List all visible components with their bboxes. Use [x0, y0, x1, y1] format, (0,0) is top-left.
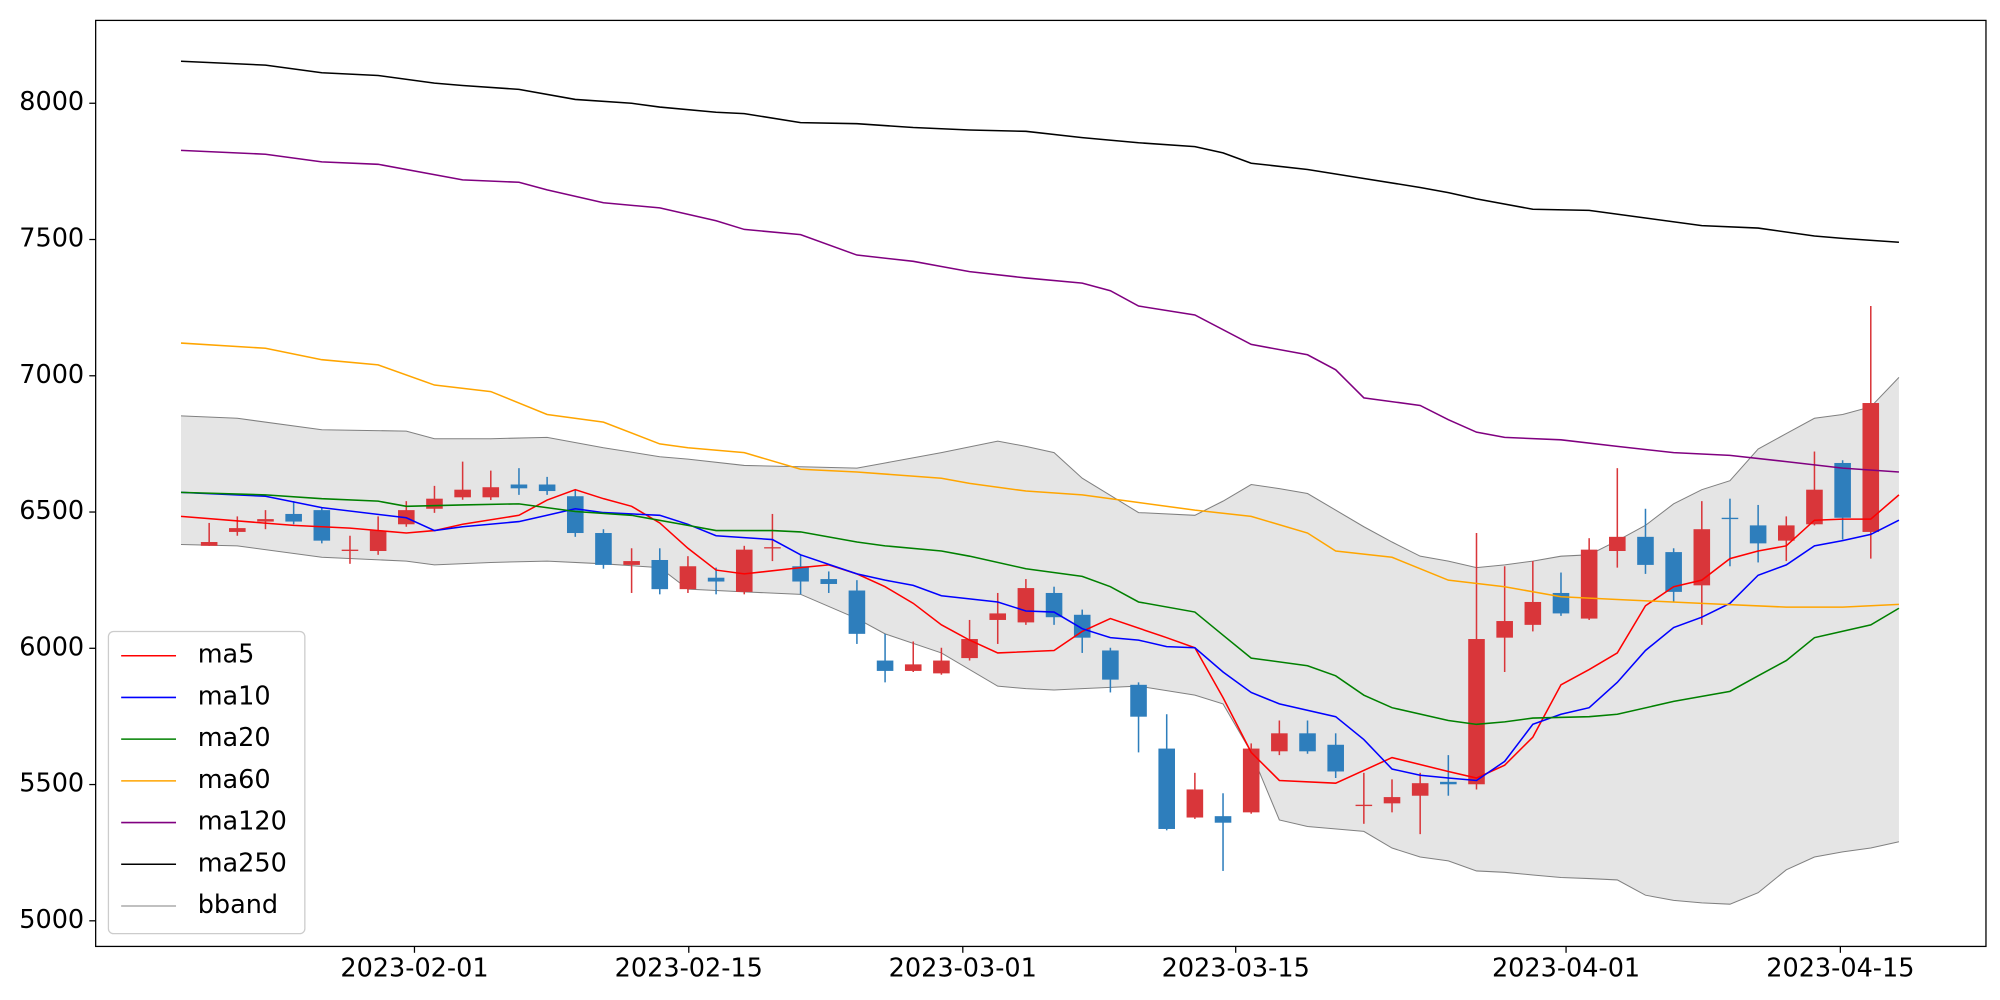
candle-body: [1806, 489, 1823, 525]
x-tick-label: 2023-04-15: [1766, 953, 1914, 983]
candle-body: [1186, 789, 1204, 818]
x-tick-label: 2023-03-01: [889, 953, 1037, 983]
candle-body: [285, 513, 302, 522]
candle-body: [369, 530, 387, 552]
candle-body: [904, 664, 922, 671]
y-tick-label: 7500: [19, 224, 84, 254]
ma-line: [180, 491, 1900, 726]
band-upper: [180, 377, 1900, 569]
candle-body: [1411, 783, 1429, 796]
candle-body: [764, 547, 781, 549]
candle-body: [1609, 536, 1626, 552]
candle-body: [1440, 781, 1457, 785]
candle-body: [735, 549, 753, 592]
candle-body: [1862, 403, 1880, 532]
legend-label: ma250: [198, 848, 287, 878]
candle-body: [820, 579, 838, 584]
candle-body: [1130, 684, 1147, 717]
candle-body: [1524, 601, 1542, 625]
legend-label: bband: [198, 890, 278, 920]
candle-body: [1749, 525, 1767, 544]
y-tick-label: 6500: [19, 496, 84, 526]
candle-body: [961, 639, 978, 659]
candle-body: [1693, 529, 1711, 586]
candle-body: [1637, 536, 1654, 565]
candle-body: [510, 484, 528, 489]
candle-body: [595, 533, 612, 565]
candle-body: [933, 660, 950, 674]
x-tick-label: 2023-03-15: [1162, 953, 1310, 983]
candle-body: [1073, 614, 1091, 638]
candle-body: [876, 660, 894, 671]
candle-body: [1383, 797, 1401, 804]
candle-body: [1045, 592, 1063, 618]
legend-label: ma20: [198, 723, 271, 753]
candle-body: [200, 542, 218, 546]
candle-body: [566, 496, 584, 534]
candle-body: [1271, 733, 1288, 752]
candle-body: [707, 577, 725, 582]
candle-body: [426, 498, 443, 509]
y-tick-label: 8000: [19, 87, 84, 117]
candle-body: [313, 510, 331, 541]
candle-body: [229, 528, 246, 532]
legend-label: ma5: [198, 640, 255, 670]
candle-body: [1468, 639, 1485, 785]
y-tick-label: 5000: [19, 905, 84, 935]
x-tick-label: 2023-02-01: [340, 953, 488, 983]
candle-body: [1158, 748, 1175, 829]
candle-body: [1242, 748, 1260, 813]
candle-body: [1214, 816, 1232, 823]
candle-body: [1355, 804, 1373, 807]
candle-body: [989, 613, 1007, 620]
x-tick-label: 2023-02-15: [615, 953, 763, 983]
candle-body: [341, 549, 359, 552]
ma-line: [180, 491, 1900, 782]
candle-body: [1665, 552, 1682, 592]
candle-body: [1721, 517, 1739, 520]
candle-body: [679, 566, 697, 590]
y-tick-label: 6000: [19, 632, 84, 662]
candle-body: [1327, 744, 1344, 772]
candle-body: [482, 487, 500, 498]
legend-box: [107, 630, 306, 935]
ma-line: [180, 488, 1900, 784]
candle-body: [651, 559, 669, 590]
y-tick-label: 7000: [19, 360, 84, 390]
y-tick-label: 5500: [19, 769, 84, 799]
ma-line: [180, 60, 1899, 244]
ma-line: [180, 342, 1899, 608]
candle-body: [1580, 549, 1598, 619]
candle-body: [1017, 588, 1035, 623]
axes-frame: [95, 19, 1987, 948]
candle-body: [538, 484, 556, 492]
legend-label: ma60: [198, 765, 271, 795]
candle-body: [1299, 733, 1316, 752]
candle-body: [454, 489, 471, 498]
candle-body: [792, 566, 809, 582]
ma-line: [180, 149, 1899, 473]
candle-body: [1102, 650, 1119, 680]
x-tick-label: 2023-04-01: [1492, 953, 1640, 983]
legend-label: ma10: [198, 681, 271, 711]
candle-body: [1552, 592, 1570, 614]
candle-body: [257, 519, 274, 522]
candle-body: [623, 561, 640, 565]
candle-body: [848, 590, 866, 634]
candle-body: [1778, 525, 1795, 541]
legend-label: ma120: [198, 807, 287, 837]
candle-body: [1496, 621, 1513, 638]
candle-body: [1834, 462, 1851, 518]
